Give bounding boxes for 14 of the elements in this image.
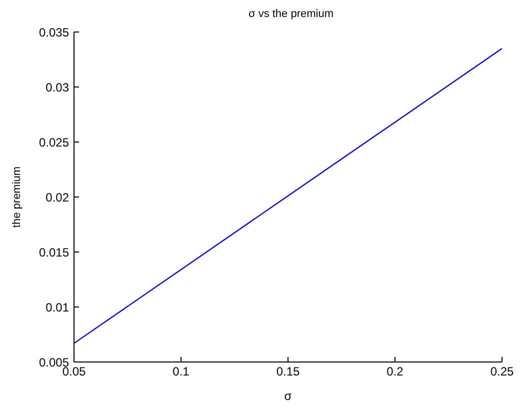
x-tick-label: 0.2: [386, 364, 404, 379]
y-tick-label: 0.02: [46, 190, 70, 204]
y-tick-label: 0.03: [46, 80, 70, 94]
y-axis-title: the premium: [10, 166, 23, 228]
x-axis-title: σ: [284, 389, 292, 403]
x-tick-label: 0.25: [490, 364, 514, 379]
y-tick-label: 0.035: [38, 25, 70, 40]
chart-title: σ vs the premium: [247, 8, 335, 20]
x-tick-label: 0.1: [172, 364, 190, 379]
y-tick-label: 0.015: [38, 245, 70, 260]
line-series: [74, 48, 502, 344]
y-tick-label: 0.025: [38, 135, 70, 150]
x-tick-label: 0.15: [276, 364, 300, 379]
y-tick-label: 0.01: [46, 300, 70, 314]
